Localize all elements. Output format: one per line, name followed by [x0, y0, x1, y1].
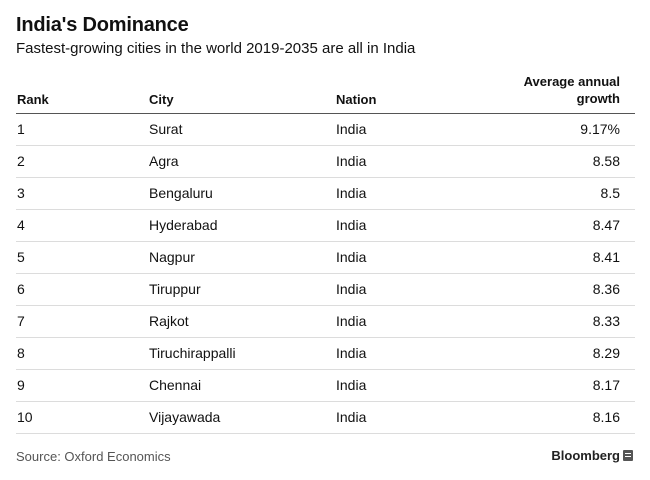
cell-nation: India [336, 153, 367, 169]
cell-city: Nagpur [149, 249, 195, 265]
cell-growth: 8.16 [592, 409, 620, 425]
brand-logo: Bloomberg [551, 448, 620, 463]
header-rank: Rank [17, 92, 49, 107]
cell-growth: 8.41 [592, 249, 620, 265]
source-note: Source: Oxford Economics [16, 449, 171, 464]
chart-subtitle: Fastest-growing cities in the world 2019… [16, 40, 416, 57]
cell-city: Vijayawada [149, 409, 221, 425]
cell-nation: India [336, 121, 367, 137]
table-row: 3 Bengaluru India 8.5 [16, 178, 635, 210]
cell-city: Surat [149, 121, 183, 137]
cell-nation: India [336, 217, 367, 233]
cell-city: Tiruppur [149, 281, 201, 297]
header-nation: Nation [336, 92, 377, 107]
cell-city: Tiruchirappalli [149, 345, 236, 361]
cell-rank: 1 [17, 121, 25, 137]
table-row: 2 Agra India 8.58 [16, 146, 635, 178]
cell-nation: India [336, 185, 367, 201]
cell-nation: India [336, 377, 367, 393]
cell-city: Chennai [149, 377, 202, 393]
cell-growth: 8.5 [600, 185, 620, 201]
cell-growth: 9.17% [580, 121, 620, 137]
cell-nation: India [336, 345, 367, 361]
chart-title: India's Dominance [16, 14, 189, 36]
cell-growth: 8.17 [592, 377, 620, 393]
cell-growth: 8.33 [592, 313, 620, 329]
bloomberg-terminal-icon [623, 450, 633, 461]
cell-growth: 8.58 [592, 153, 620, 169]
cell-rank: 5 [17, 249, 25, 265]
table-row: 7 Rajkot India 8.33 [16, 306, 635, 338]
table-row: 5 Nagpur India 8.41 [16, 242, 635, 274]
cell-nation: India [336, 281, 367, 297]
cell-rank: 6 [17, 281, 25, 297]
cell-nation: India [336, 313, 367, 329]
cell-growth: 8.36 [592, 281, 620, 297]
cell-growth: 8.47 [592, 217, 620, 233]
cell-city: Hyderabad [149, 217, 218, 233]
cell-rank: 9 [17, 377, 25, 393]
cell-city: Agra [149, 153, 179, 169]
table-body: 1 Surat India 9.17% 2 Agra India 8.58 3 Bengaluru… [16, 114, 635, 434]
header-growth: Average annual growth [523, 74, 620, 106]
header-city: City [149, 92, 174, 107]
cell-rank: 7 [17, 313, 25, 329]
cell-rank: 3 [17, 185, 25, 201]
table-row: 4 Hyderabad India 8.47 [16, 210, 635, 242]
cell-rank: 4 [17, 217, 25, 233]
cell-city: Bengaluru [149, 185, 213, 201]
table-header: Rank City Nation Average annual growth [16, 72, 635, 114]
table-row: 1 Surat India 9.17% [16, 114, 635, 146]
cell-city: Rajkot [149, 313, 189, 329]
cell-rank: 8 [17, 345, 25, 361]
table-row: 10 Vijayawada India 8.16 [16, 402, 635, 434]
cell-rank: 2 [17, 153, 25, 169]
table-row: 8 Tiruchirappalli India 8.29 [16, 338, 635, 370]
cell-nation: India [336, 409, 367, 425]
table-row: 9 Chennai India 8.17 [16, 370, 635, 402]
cell-rank: 10 [17, 409, 33, 425]
cell-nation: India [336, 249, 367, 265]
cell-growth: 8.29 [592, 345, 620, 361]
table-row: 6 Tiruppur India 8.36 [16, 274, 635, 306]
